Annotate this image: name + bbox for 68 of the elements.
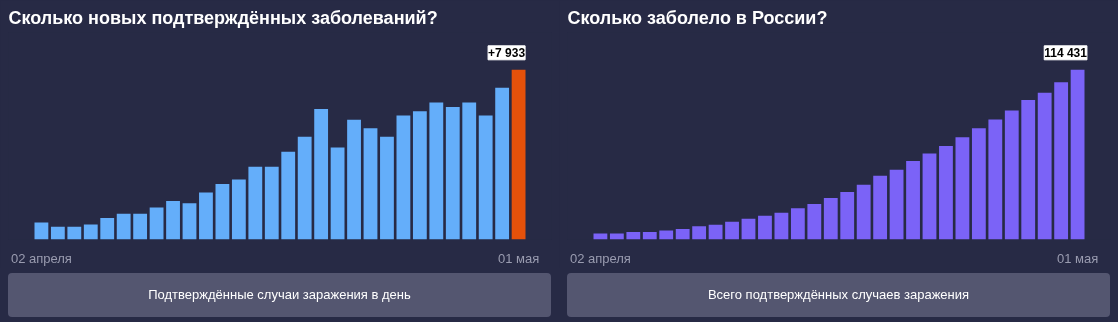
bar <box>297 136 312 240</box>
bar <box>462 102 477 240</box>
bar <box>100 218 115 240</box>
bar <box>478 115 493 240</box>
bar <box>675 229 690 240</box>
bar <box>330 147 345 240</box>
bar <box>429 102 444 240</box>
bar <box>823 197 838 240</box>
bar <box>807 203 822 240</box>
bar <box>314 109 329 240</box>
bar <box>774 212 789 240</box>
bar <box>396 115 411 240</box>
bar <box>922 153 937 240</box>
bar <box>906 160 920 240</box>
bar <box>955 137 970 240</box>
bar <box>445 106 460 240</box>
bar <box>790 208 805 240</box>
bar <box>511 69 526 240</box>
data-label: 114 431 <box>1044 45 1088 60</box>
bar <box>758 215 772 240</box>
x-tick-label: 02 апреля <box>569 250 631 266</box>
text: Всего подтверждённых случаев заражения <box>707 286 970 304</box>
bar <box>873 175 888 240</box>
bar <box>939 146 953 240</box>
bar <box>626 232 641 240</box>
bar <box>248 166 263 240</box>
bar <box>659 230 674 240</box>
bar <box>1037 92 1052 240</box>
text: Подтверждённые случаи заражения в день <box>148 286 411 304</box>
bar <box>1070 69 1085 240</box>
chart-title: Сколько заболело в России? <box>567 7 828 28</box>
bar <box>692 226 707 240</box>
bar <box>708 224 723 240</box>
bar <box>380 136 394 240</box>
bar <box>166 201 180 240</box>
bar <box>725 221 739 240</box>
bar <box>199 192 213 240</box>
bar <box>347 119 361 240</box>
bar <box>1004 110 1019 240</box>
x-tick-label: 01 мая <box>497 250 540 266</box>
bar <box>741 218 756 240</box>
bar <box>34 222 49 240</box>
bar <box>988 119 1003 240</box>
bar <box>83 224 98 240</box>
bar <box>116 213 131 240</box>
bar <box>840 192 855 240</box>
bar <box>971 128 986 240</box>
bar <box>889 169 904 240</box>
data-label: +7 933 <box>488 45 526 60</box>
bar <box>149 207 164 240</box>
bar <box>281 151 296 240</box>
bar <box>215 183 230 240</box>
bar <box>231 179 246 240</box>
x-tick-label: 01 мая <box>1056 250 1099 266</box>
bar <box>642 232 657 240</box>
bar <box>182 203 197 240</box>
x-tick-label: 02 апреля <box>10 250 72 266</box>
bar <box>363 128 378 240</box>
bar <box>50 226 65 240</box>
chart-title: Сколько новых подтверждённых заболеваний? <box>8 7 438 28</box>
bar <box>1021 100 1036 240</box>
bar <box>264 166 279 240</box>
bar <box>67 226 82 240</box>
bar <box>495 87 510 240</box>
bar <box>133 213 148 240</box>
bar <box>1054 82 1069 240</box>
bar <box>856 184 871 240</box>
bar <box>412 111 427 240</box>
